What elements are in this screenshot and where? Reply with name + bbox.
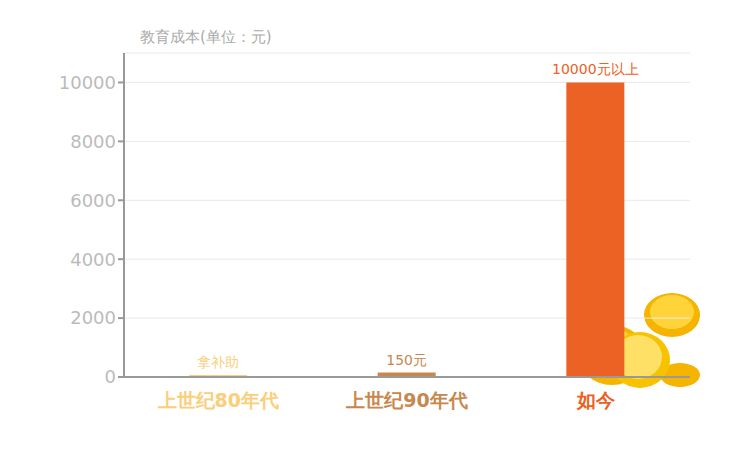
svg-text:10000元以上: 10000元以上 bbox=[552, 61, 639, 77]
svg-text:如今: 如今 bbox=[576, 389, 616, 411]
svg-text:拿补助: 拿补助 bbox=[197, 354, 239, 370]
svg-text:8000: 8000 bbox=[70, 131, 116, 152]
svg-text:10000: 10000 bbox=[59, 72, 116, 93]
svg-text:2000: 2000 bbox=[70, 307, 116, 328]
svg-text:上世纪80年代: 上世纪80年代 bbox=[157, 389, 279, 411]
svg-text:6000: 6000 bbox=[70, 190, 116, 211]
svg-text:0: 0 bbox=[105, 366, 116, 387]
html-text:教育成本(单位：元): 教育成本(单位：元) bbox=[140, 28, 272, 46]
svg-text:4000: 4000 bbox=[70, 249, 116, 270]
svg-text:150元: 150元 bbox=[386, 352, 427, 368]
svg-text:上世纪90年代: 上世纪90年代 bbox=[345, 389, 467, 411]
